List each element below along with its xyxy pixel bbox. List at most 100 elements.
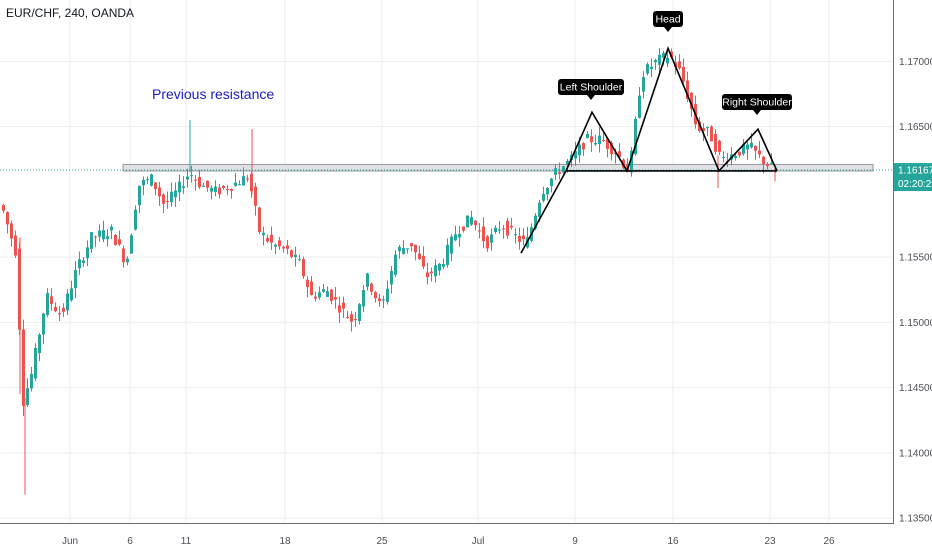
y-tick-label: 1.15500	[899, 253, 932, 264]
candle-body	[178, 181, 181, 193]
candle-body	[54, 307, 57, 312]
candle-body	[678, 61, 681, 69]
head-callout-text: Head	[655, 14, 680, 26]
x-tick-label: Jul	[472, 536, 485, 547]
candle-body	[302, 259, 305, 277]
candle-body	[346, 317, 349, 319]
candle-body	[718, 140, 721, 152]
candle-body	[478, 230, 481, 232]
candle-body	[490, 234, 493, 243]
candle-body	[254, 186, 257, 206]
candle-body	[722, 156, 725, 158]
candle-body	[734, 156, 737, 158]
candle-body	[662, 52, 665, 58]
candle-body	[466, 215, 469, 228]
candle-body	[430, 271, 433, 274]
candle-body	[574, 151, 577, 159]
candle-body	[294, 254, 297, 258]
candle-body	[198, 176, 201, 188]
candle-body	[242, 176, 245, 186]
candle-body	[634, 118, 637, 155]
x-tick-label: 9	[572, 536, 578, 547]
candle-body	[594, 143, 597, 145]
candle-body	[142, 179, 145, 186]
y-tick-label: 1.13500	[899, 514, 932, 525]
candle-body	[410, 243, 413, 247]
candle-body	[586, 133, 589, 138]
candle-body	[22, 329, 25, 406]
candle-body	[642, 77, 645, 92]
candle-body	[70, 288, 73, 301]
candle-body	[514, 234, 517, 236]
candle-body	[638, 95, 641, 118]
left-shoulder-callout-pointer	[587, 95, 595, 100]
candle-body	[390, 270, 393, 285]
right-shoulder-callout-text: Right Shoulder	[722, 97, 792, 109]
candle-body	[338, 305, 341, 313]
candle-body	[378, 298, 381, 302]
candle-body	[474, 220, 477, 226]
candle-body	[182, 186, 185, 189]
candle-body	[354, 319, 357, 321]
countdown-label: 02:20:29	[898, 179, 932, 190]
candle-body	[114, 234, 117, 246]
candle-body	[82, 260, 85, 263]
candle-body	[438, 263, 441, 271]
candle-body	[422, 255, 425, 267]
candle-body	[714, 134, 717, 152]
y-tick-label: 1.15000	[899, 318, 932, 329]
candle-body	[270, 234, 273, 243]
candle-body	[230, 189, 233, 191]
candle-body	[298, 259, 301, 261]
candle-body	[382, 299, 385, 301]
candle-body	[202, 185, 205, 187]
candle-body	[666, 57, 669, 64]
candle-body	[154, 182, 157, 190]
candle-body	[742, 143, 745, 154]
candle-body	[138, 185, 141, 206]
x-tick-label: 23	[764, 536, 776, 547]
candle-body	[218, 187, 221, 195]
x-tick-label: 25	[376, 536, 388, 547]
candle-body	[146, 179, 149, 181]
candle-body	[750, 142, 753, 148]
candle-body	[602, 139, 605, 141]
candle-body	[310, 281, 313, 295]
left-shoulder-callout-text: Left Shoulder	[560, 82, 623, 94]
candle-body	[454, 234, 457, 241]
candle-body	[10, 223, 13, 239]
x-tick-label: 26	[823, 536, 835, 547]
candle-body	[2, 204, 5, 211]
candle-body	[458, 234, 461, 238]
candle-body	[578, 144, 581, 156]
candle-body	[50, 296, 53, 304]
candle-body	[486, 236, 489, 249]
candle-body	[42, 313, 45, 335]
candle-body	[538, 202, 541, 217]
candle-body	[646, 64, 649, 74]
candle-body	[318, 292, 321, 298]
candle-body	[398, 246, 401, 252]
candle-body	[246, 178, 249, 180]
left-shoulder-callout-box	[558, 79, 624, 95]
candle-body	[402, 248, 405, 254]
previous-resistance-label: Previous resistance	[152, 86, 274, 102]
candle-body	[158, 187, 161, 197]
candle-body	[494, 227, 497, 233]
candle-body	[362, 290, 365, 307]
candle-body	[598, 135, 601, 145]
candle-body	[262, 232, 265, 236]
candle-body	[606, 138, 609, 149]
candle-body	[698, 121, 701, 131]
candle-body	[658, 54, 661, 65]
candle-body	[166, 200, 169, 202]
candle-body	[366, 273, 369, 287]
last-price-badge	[894, 163, 932, 192]
candle-body	[542, 193, 545, 201]
candle-body	[238, 184, 241, 186]
candle-body	[702, 128, 705, 132]
candle-body	[374, 292, 377, 299]
candle-body	[630, 150, 633, 173]
right-shoulder-callout: Right Shoulder	[722, 94, 792, 115]
